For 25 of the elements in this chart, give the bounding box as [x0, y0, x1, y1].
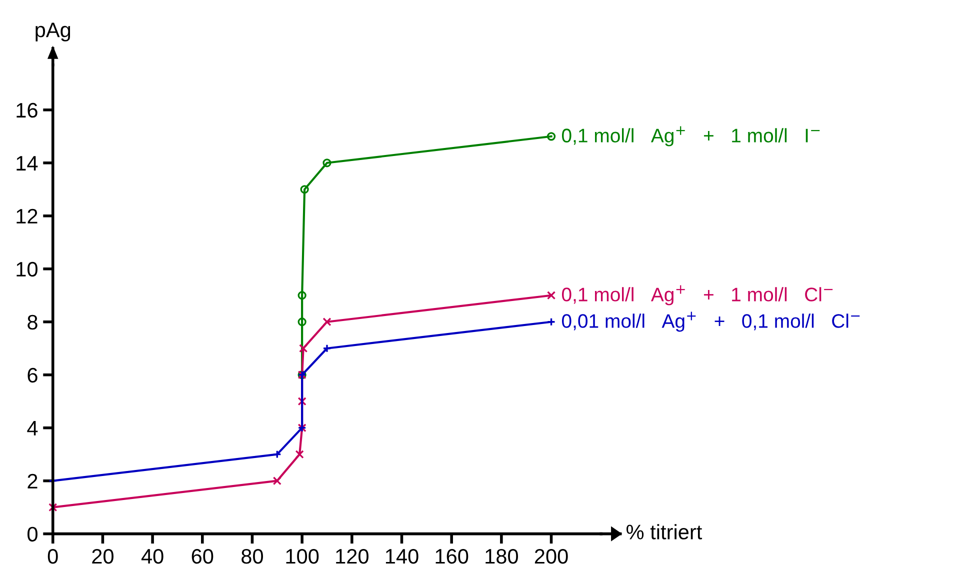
x-axis-title: % titriert: [626, 524, 702, 540]
y-tick-label: 0: [28, 526, 38, 542]
x-tick-label: 100: [286, 548, 319, 564]
y-tick-label: 8: [28, 314, 38, 330]
x-tick-label: 80: [242, 548, 263, 564]
text: 0,01 mol/l Ag$^{+}$ + 0,1 mol/l Cl$^{−}$: [562, 312, 860, 332]
y-tick-label: 12: [16, 208, 38, 224]
x-tick-label: 180: [486, 548, 518, 564]
y-tick-label: 14: [16, 156, 38, 170]
x-tick-label: 160: [436, 548, 468, 564]
y-axis-title: pAg: [36, 22, 70, 42]
x-tick-label: 120: [336, 548, 368, 564]
x-tick-label: 40: [141, 548, 164, 564]
y-tick-label: 2: [28, 474, 38, 488]
y-tick-label: 6: [28, 368, 38, 383]
text: 0,1 mol/l Ag$^{+}$ + 1 mol/l I$^{−}$: [562, 126, 820, 146]
x-tick-label: 60: [192, 548, 214, 564]
y-tick-label: 4: [27, 421, 38, 436]
y-tick-label: 10: [16, 262, 38, 277]
x-tick-label: 140: [386, 548, 418, 564]
x-tick-label: 20: [92, 548, 114, 564]
x-tick-label: 200: [534, 548, 568, 564]
x-tick-label: 0: [48, 548, 58, 564]
y-tick-label: 16: [16, 102, 38, 118]
text: 0,1 mol/l Ag$^{+}$ + 1 mol/l Cl$^{−}$: [562, 285, 833, 306]
